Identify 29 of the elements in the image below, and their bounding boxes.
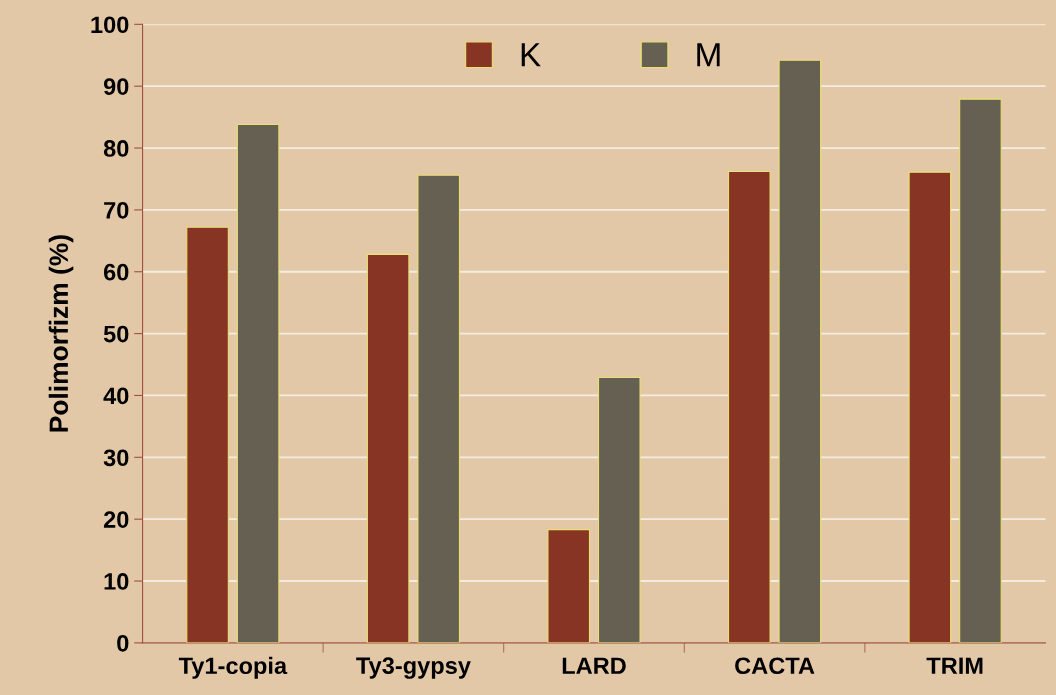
- y-tick-label: 20: [103, 511, 129, 528]
- bar: [778, 59, 822, 643]
- legend-label: K: [521, 43, 541, 67]
- bar: [727, 170, 771, 643]
- y-tick-label: 10: [104, 573, 129, 590]
- y-tick-label: 60: [103, 263, 129, 281]
- bar: [186, 226, 229, 643]
- bar: [236, 123, 280, 643]
- y-axis-title: Polimorfizm (%): [48, 235, 74, 432]
- y-tick-label: 40: [103, 387, 129, 405]
- y-tick-label: 50: [103, 325, 129, 343]
- y-tick-label: 100: [91, 16, 129, 34]
- y-tick-label: 30: [103, 449, 129, 467]
- legend-label: M: [697, 43, 720, 67]
- y-tick-label: 70: [104, 201, 129, 219]
- y-tick-label: 0: [117, 634, 129, 652]
- bar: [597, 376, 641, 643]
- bar: [366, 253, 410, 643]
- bar: [547, 529, 591, 643]
- bar: [959, 98, 1002, 643]
- bar: [417, 174, 461, 643]
- bar: [908, 171, 952, 643]
- x-tick-label: Ty1-copia: [178, 656, 288, 679]
- y-tick-label: 80: [103, 140, 129, 157]
- x-tick-label: Ty3-gypsy: [356, 657, 471, 679]
- x-tick-label: TRIM: [926, 657, 983, 674]
- x-tick-label: LARD: [562, 657, 626, 674]
- x-tick-label: CACTA: [735, 657, 815, 675]
- y-tick-label: 90: [103, 78, 129, 95]
